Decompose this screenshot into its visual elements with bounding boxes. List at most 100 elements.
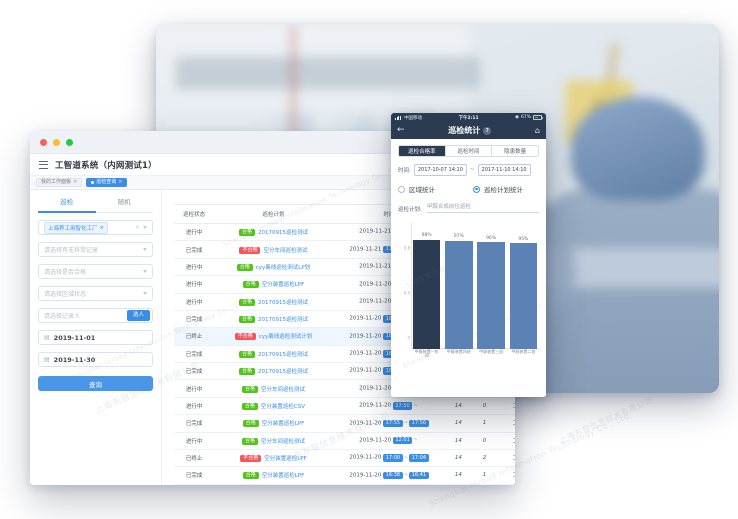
date-start-field[interactable]: ▤ 2019-11-01 <box>38 330 153 345</box>
chart-y-tick: 0.4 <box>403 290 410 296</box>
cell-status: 已完成 <box>174 362 215 381</box>
tab-pass-rate[interactable]: 巡检合格率 <box>399 146 446 156</box>
time-start-input[interactable]: 2017-10-07 14:10 <box>413 164 467 176</box>
tab-inspect-time[interactable]: 巡检时间 <box>446 146 493 156</box>
qualified-placeholder: 请选择是否合格 <box>44 269 87 276</box>
question-mark-icon[interactable]: ? <box>483 126 492 135</box>
cell-status: 进行中 <box>174 397 215 416</box>
back-arrow-icon[interactable]: ← <box>397 125 405 135</box>
plan-link[interactable]: 20170915巡检测试 <box>257 317 308 324</box>
chevron-down-icon[interactable] <box>143 270 147 273</box>
statistic-mode-radios: 区域统计 巡检计划统计 <box>398 184 539 194</box>
zoom-window-button[interactable] <box>66 138 73 146</box>
time-dash: ~ <box>403 454 409 461</box>
phone-title-text: 巡检统计 <box>448 126 481 135</box>
status-badge: 不合格 <box>239 246 261 254</box>
phone-content: 巡检合格率 巡检时间 隐患数量 时间: 2017-10-07 14:10 ~ 2… <box>391 139 546 397</box>
clock-label: 下午2:11 <box>458 115 479 121</box>
cell-item-count: 14 <box>445 414 472 433</box>
radio-area-statistics[interactable]: 区域统计 <box>398 184 435 194</box>
select-person-button[interactable]: 选人 <box>126 310 150 321</box>
tag-close-icon[interactable]: × <box>118 179 123 185</box>
tag-my-workbench[interactable]: 我的工作面板 × <box>36 178 83 187</box>
cell-item-count: 14 <box>445 466 472 485</box>
plan-link[interactable]: cyy离线巡检测试计划 <box>258 334 313 341</box>
plan-value-input[interactable]: 甲醇合成岗位巡检 <box>426 202 539 213</box>
time-end-input[interactable]: 2017-11-10 14:10 <box>477 164 531 176</box>
cell-plan: 合格 20170915巡检测试 <box>214 362 333 381</box>
date-end-value: 2019-11-30 <box>53 355 96 364</box>
plan-link[interactable]: 空分装置巡检CSV <box>260 403 306 410</box>
cell-plan: 合格 空分装置巡检LPF <box>214 466 333 485</box>
plan-link[interactable]: 20170915巡检测试 <box>257 230 308 237</box>
time-chip: 16:41 <box>409 471 429 480</box>
clear-icon[interactable]: × <box>134 224 140 231</box>
cell-status: 已完成 <box>174 466 215 485</box>
chart-bar[interactable] <box>509 243 537 349</box>
date-end-field[interactable]: ▤ 2019-11-30 <box>38 352 153 367</box>
radio-plan-statistics[interactable]: 巡检计划统计 <box>473 184 523 194</box>
table-row[interactable]: 已终止 不合格 空分装置巡检LPF 2019-11-20 17:00 ~17:04 14 2… <box>174 449 515 468</box>
cell-time: 2019-11-20 17:50 ~ <box>332 397 446 416</box>
area-status-select[interactable]: 请选择区域状态 <box>38 286 153 301</box>
plan-link[interactable]: 空分装置巡检LPF <box>264 456 307 463</box>
chevron-down-icon[interactable] <box>143 248 147 251</box>
qualified-select[interactable]: 请选择是否合格 <box>38 264 153 279</box>
org-chip-close-icon[interactable]: × <box>99 224 105 231</box>
cell-category: 工艺巡检 <box>497 484 515 485</box>
calendar-icon: ▤ <box>44 334 50 341</box>
tag-inspection-query[interactable]: 巡检查询 × <box>86 178 128 187</box>
abnormal-record-select[interactable]: 请选择有无异常记录 <box>38 242 153 257</box>
cell-status: 进行中 <box>174 275 215 294</box>
plan-link[interactable]: cyy离线巡检测试LP划 <box>255 264 311 271</box>
filter-sidebar: 巡检 随机 上海养工用智化工厂 × × 请选择有无异常记录 <box>30 190 162 485</box>
home-icon[interactable]: ⌂ <box>534 126 540 135</box>
chart-bar[interactable] <box>477 242 505 349</box>
calendar-icon: ▤ <box>44 356 50 363</box>
plan-link[interactable]: 空分车间巡检测试 <box>260 386 305 393</box>
plan-link[interactable]: 20170915巡检测试 <box>257 351 308 358</box>
tab-hazard-count[interactable]: 隐患数量 <box>504 149 527 155</box>
cell-plan: 合格 20170915巡检测试 <box>214 293 333 311</box>
hamburger-icon[interactable] <box>39 160 48 169</box>
tab-random[interactable]: 随机 <box>117 198 131 206</box>
plan-link[interactable]: 20170915巡检测试 <box>257 299 308 306</box>
chevron-down-icon[interactable] <box>143 226 147 229</box>
tab-inspection[interactable]: 巡检 <box>38 190 96 213</box>
time-chip: 12:01 <box>392 436 413 445</box>
minimize-window-button[interactable] <box>53 138 60 146</box>
cell-status: 已终止 <box>174 484 215 485</box>
org-chip[interactable]: 上海养工用智化工厂 × <box>44 221 109 234</box>
plan-link[interactable]: 20170915巡检测试 <box>257 369 308 376</box>
recorder-field[interactable]: 请选择记录人 选人 <box>38 308 153 323</box>
plan-link[interactable]: 空分车间巡检测试 <box>263 247 308 254</box>
tag-label: 我的工作面板 <box>41 179 72 185</box>
plan-link[interactable]: 空分车间巡检测试 <box>260 438 305 445</box>
chevron-down-icon[interactable] <box>143 292 147 295</box>
status-badge: 合格 <box>238 350 255 358</box>
radio-circle-icon <box>398 185 405 193</box>
plan-link[interactable]: 空分装置巡检LPF <box>261 421 305 428</box>
chart-bar[interactable] <box>445 240 473 349</box>
plan-link[interactable]: 空分装置巡检LPF <box>261 473 305 480</box>
tag-close-icon[interactable]: × <box>73 179 78 185</box>
plan-link[interactable]: 空分装置巡检LPF <box>261 282 305 289</box>
time-range-separator: ~ <box>469 167 475 173</box>
org-select[interactable]: 上海养工用智化工厂 × × <box>38 220 153 235</box>
search-button[interactable]: 查询 <box>38 376 153 391</box>
chart-bar[interactable] <box>413 239 441 349</box>
cell-category: 工艺巡检 <box>497 397 515 416</box>
cell-plan: 合格 20170915巡检测试 <box>214 223 333 242</box>
close-window-button[interactable] <box>40 138 47 146</box>
cell-status: 进行中 <box>174 293 215 311</box>
phone-status-bar: 中国移动 下午2:11 ◉ 67% <box>391 113 546 122</box>
date-start-value: 2019-11-01 <box>53 333 96 342</box>
plan-select-row: 巡检计划: 甲醇合成岗位巡检 <box>398 202 539 213</box>
chart-x-label: 甲醇装置一车间 <box>414 348 439 358</box>
cell-plan: 合格 空分装置巡检LPF <box>214 414 333 433</box>
